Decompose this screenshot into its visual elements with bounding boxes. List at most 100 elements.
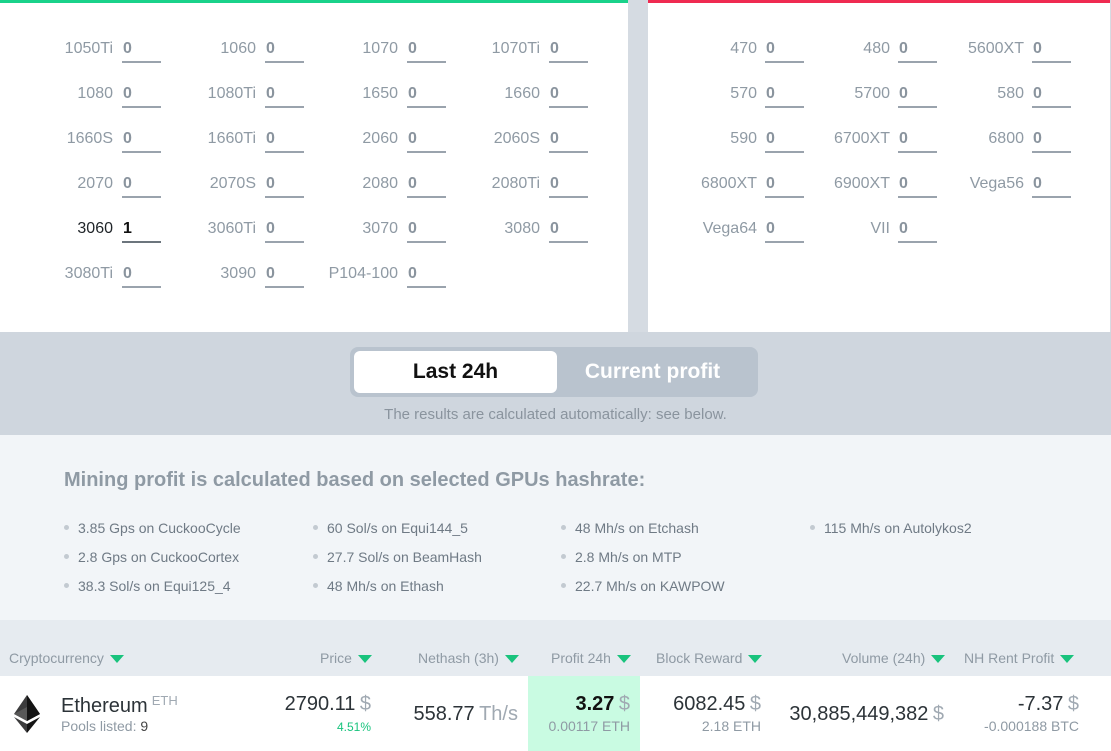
gpu-6800[interactable]: 6800 0: [916, 127, 1071, 165]
gpu-590[interactable]: 590 0: [648, 127, 804, 165]
gpu-5600xt[interactable]: 5600XT 0: [916, 37, 1071, 75]
gpu-count-input[interactable]: 0: [265, 127, 304, 153]
gpu-count-input[interactable]: 0: [122, 172, 161, 198]
table-row[interactable]: Ethereum ETH Pools listed: 9 2790.11 $ 4.…: [0, 676, 1111, 751]
gpu-count-input[interactable]: 0: [898, 82, 937, 108]
gpu-3060[interactable]: 3060 1: [0, 219, 161, 255]
gpu-6800xt[interactable]: 6800XT 0: [648, 172, 804, 210]
gpu-1070[interactable]: 1070 0: [284, 39, 446, 75]
gpu-count-input[interactable]: 0: [407, 262, 446, 288]
hashrate-item: 60 Sol/s on Equi144_5: [313, 520, 468, 536]
gpu-count-input[interactable]: 0: [122, 82, 161, 108]
gpu-count-input[interactable]: 0: [407, 82, 446, 108]
gpu-2070s[interactable]: 2070S 0: [142, 174, 304, 210]
bullet-icon: [561, 525, 566, 530]
sort-nethash[interactable]: Nethash (3h): [418, 650, 519, 666]
gpu-2070[interactable]: 2070 0: [0, 174, 161, 210]
gpu-count-input[interactable]: 1: [122, 217, 161, 243]
gpu-2060s[interactable]: 2060S 0: [426, 129, 588, 165]
gpu-count-input[interactable]: 0: [265, 172, 304, 198]
gpu-count-input[interactable]: 0: [1032, 37, 1071, 63]
gpu-count-input[interactable]: 0: [122, 37, 161, 63]
gpu-count-input[interactable]: 0: [122, 127, 161, 153]
gpu-label: 1080Ti: [207, 85, 256, 102]
gpu-2060[interactable]: 2060 0: [284, 129, 446, 165]
gpu-count-input[interactable]: 0: [407, 172, 446, 198]
gpu-label: 570: [730, 85, 757, 102]
gpu-label: 470: [730, 40, 757, 57]
gpu-count-input[interactable]: 0: [549, 217, 588, 243]
gpu-count-input[interactable]: 0: [1032, 82, 1071, 108]
sort-nh-rent-profit[interactable]: NH Rent Profit: [964, 650, 1075, 666]
gpu-470[interactable]: 470 0: [648, 37, 804, 75]
gpu-1060[interactable]: 1060 0: [142, 39, 304, 75]
gpu-count-input[interactable]: 0: [265, 262, 304, 288]
gpu-count-input[interactable]: 0: [265, 37, 304, 63]
gpu-vega64[interactable]: Vega64 0: [648, 217, 804, 255]
gpu-vii[interactable]: VII 0: [782, 217, 937, 255]
gpu-count-input[interactable]: 0: [765, 82, 804, 108]
gpu-count-input[interactable]: 0: [765, 127, 804, 153]
last-24h-tab[interactable]: Last 24h: [354, 351, 557, 393]
sort-volume[interactable]: Volume (24h): [842, 650, 946, 666]
gpu-count-input[interactable]: 0: [1032, 127, 1071, 153]
gpu-1080ti[interactable]: 1080Ti 0: [142, 84, 304, 120]
gpu-count-input[interactable]: 0: [765, 217, 804, 243]
gpu-p104-100[interactable]: P104-100 0: [284, 264, 446, 300]
sort-cryptocurrency[interactable]: Cryptocurrency: [9, 650, 124, 666]
gpu-count-input[interactable]: 0: [549, 37, 588, 63]
gpu-1650[interactable]: 1650 0: [284, 84, 446, 120]
gpu-count-input[interactable]: 0: [407, 37, 446, 63]
gpu-count-input[interactable]: 0: [765, 172, 804, 198]
current-profit-tab[interactable]: Current profit: [584, 360, 721, 383]
gpu-3070[interactable]: 3070 0: [284, 219, 446, 255]
gpu-1050ti[interactable]: 1050Ti 0: [0, 39, 161, 75]
hashrate-item: 27.7 Sol/s on BeamHash: [313, 549, 482, 565]
gpu-count-input[interactable]: 0: [898, 37, 937, 63]
gpu-2080ti[interactable]: 2080Ti 0: [426, 174, 588, 210]
gpu-6900xt[interactable]: 6900XT 0: [782, 172, 937, 210]
gpu-count-input[interactable]: 0: [265, 82, 304, 108]
bullet-icon: [810, 525, 815, 530]
sort-price[interactable]: Price: [320, 650, 372, 666]
gpu-5700[interactable]: 5700 0: [782, 82, 937, 120]
gpu-vega56[interactable]: Vega56 0: [916, 172, 1071, 210]
gpu-1660s[interactable]: 1660S 0: [0, 129, 161, 165]
gpu-570[interactable]: 570 0: [648, 82, 804, 120]
gpu-count-input[interactable]: 0: [898, 217, 937, 243]
gpu-1080[interactable]: 1080 0: [0, 84, 161, 120]
gpu-count-input[interactable]: 0: [549, 127, 588, 153]
gpu-label: 6700XT: [833, 130, 890, 147]
gpu-6700xt[interactable]: 6700XT 0: [782, 127, 937, 165]
sort-profit[interactable]: Profit 24h: [551, 650, 631, 666]
profit-mode-toggle: Last 24h Current profit: [350, 347, 758, 397]
gpu-3080ti[interactable]: 3080Ti 0: [0, 264, 161, 300]
gpu-count-input[interactable]: 0: [549, 82, 588, 108]
profit-coin: 0.00117 ETH: [548, 718, 630, 734]
gpu-2080[interactable]: 2080 0: [284, 174, 446, 210]
hashrate-item: 48 Mh/s on Ethash: [313, 578, 444, 594]
gpu-480[interactable]: 480 0: [782, 37, 937, 75]
gpu-3060ti[interactable]: 3060Ti 0: [142, 219, 304, 255]
gpu-label: P104-100: [328, 265, 398, 282]
gpu-1070ti[interactable]: 1070Ti 0: [426, 39, 588, 75]
gpu-1660[interactable]: 1660 0: [426, 84, 588, 120]
gpu-count-input[interactable]: 0: [407, 127, 446, 153]
sort-block-reward[interactable]: Block Reward: [656, 650, 763, 666]
gpu-count-input[interactable]: 0: [407, 217, 446, 243]
gpu-count-input[interactable]: 0: [265, 217, 304, 243]
gpu-count-input[interactable]: 0: [898, 172, 937, 198]
gpu-label: 480: [863, 40, 890, 57]
gpu-1660ti[interactable]: 1660Ti 0: [142, 129, 304, 165]
gpu-3090[interactable]: 3090 0: [142, 264, 304, 300]
gpu-count-input[interactable]: 0: [1032, 172, 1071, 198]
gpu-count-input[interactable]: 0: [122, 262, 161, 288]
gpu-label: 6900XT: [833, 175, 890, 192]
gpu-count-input[interactable]: 0: [765, 37, 804, 63]
gpu-580[interactable]: 580 0: [916, 82, 1071, 120]
gpu-count-input[interactable]: 0: [549, 172, 588, 198]
gpu-count-input[interactable]: 0: [898, 127, 937, 153]
coin-name[interactable]: Ethereum ETH: [61, 693, 178, 717]
gpu-3080[interactable]: 3080 0: [426, 219, 588, 255]
gpu-label: 3080: [504, 220, 540, 237]
